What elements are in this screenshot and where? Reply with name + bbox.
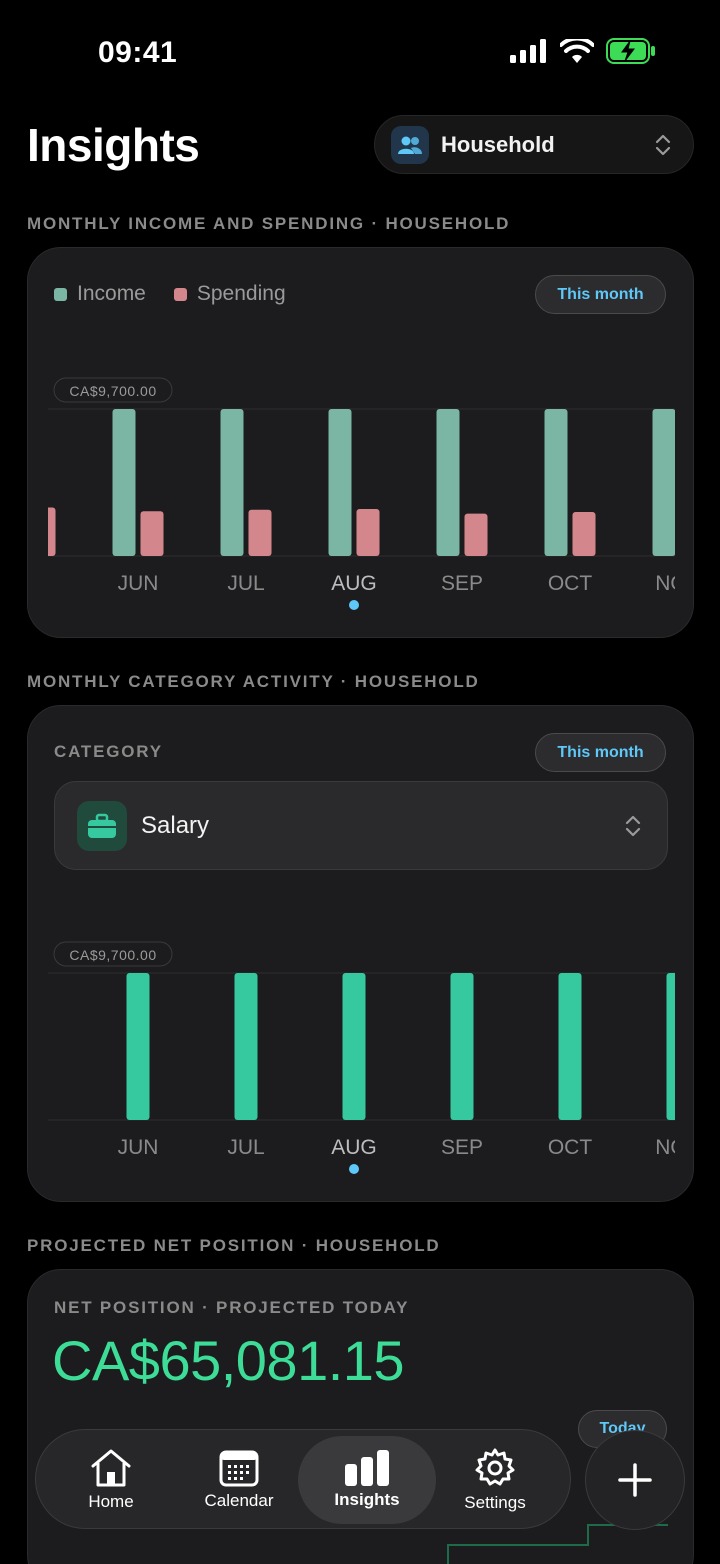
page-title: Insights [27,119,200,171]
x-tick-label-oct: OCT [548,1136,593,1159]
tab-bar: Home Calendar Insights Settings [35,1429,571,1529]
x-tick-label-jul: JUL [227,572,264,595]
legend-income: Income [54,282,146,306]
status-time: 09:41 [98,36,178,69]
bar-income-oct[interactable] [544,409,568,556]
bar-income-sep[interactable] [436,409,460,556]
scope-label: Household [441,131,555,157]
add-button[interactable] [585,1430,685,1530]
bar-spending-jun[interactable] [140,511,164,556]
tab-insights-label: Insights [334,1490,400,1509]
wifi-icon [560,39,594,63]
bar-salary-jul[interactable] [234,973,258,1120]
category-label: CATEGORY [54,742,163,761]
category-name: Salary [141,811,210,839]
bar-chart-icon [345,1450,389,1486]
chevron-updown-icon [625,815,641,837]
tab-settings[interactable]: Settings [442,1436,548,1524]
bar-spending-aug[interactable] [356,509,380,556]
bar-income-nov[interactable] [652,409,676,556]
bar-salary-aug[interactable] [342,973,366,1120]
net-position-line [347,1524,668,1564]
net-position-value: CA$65,081.15 [52,1329,405,1392]
category-section-label: MONTHLY CATEGORY ACTIVITY · HOUSEHOLD [27,672,480,691]
net-position-sublabel: NET POSITION · PROJECTED TODAY [54,1298,410,1317]
plus-icon [618,1463,652,1497]
bar-salary-jun[interactable] [126,973,150,1120]
bar-spending-oct[interactable] [572,512,596,556]
category-select[interactable]: Salary [54,781,668,870]
bar-spending-jul[interactable] [248,509,272,556]
status-icons [510,38,656,64]
max-value-tag-text: CA$9,700.00 [69,947,156,963]
x-tick-label-jun: JUN [118,1136,159,1159]
chart-edge-mask-right [675,404,693,611]
legend-income-label: Income [77,282,146,305]
signal-icon [510,39,546,63]
tab-settings-label: Settings [464,1493,526,1512]
x-tick-label-aug: AUG [331,572,377,595]
legend-income-swatch [54,287,67,301]
x-tick-label-jun: JUN [118,572,159,595]
income-spending-card: Income Spending This month CA$9,700.00MJ… [27,247,694,638]
house-icon [91,1449,131,1487]
x-tick-label-sep: SEP [441,572,483,595]
chart-legend: Income Spending [54,282,314,306]
chart-edge-mask-left [28,404,48,611]
max-value-tag-text: CA$9,700.00 [69,383,156,399]
category-activity-chart[interactable]: CA$9,700.00MJUNJULAUGSEPOCTNOV [28,706,694,1202]
bar-spending-sep[interactable] [464,513,488,556]
bar-income-jul[interactable] [220,409,244,556]
max-value-tag: CA$9,700.00 [53,377,173,403]
x-tick-label-sep: SEP [441,1136,483,1159]
income-section-label: MONTHLY INCOME AND SPENDING · HOUSEHOLD [27,214,511,233]
income-spending-chart[interactable]: CA$9,700.00MJUNJULAUGSEPOCTNOV [28,248,694,638]
bar-salary-sep[interactable] [450,973,474,1120]
scope-picker[interactable]: Household [374,115,694,174]
bar-salary-oct[interactable] [558,973,582,1120]
chart-edge-mask-left [28,968,48,1175]
calendar-icon [219,1450,259,1487]
legend-spending-swatch [173,287,187,301]
category-activity-card: CATEGORY This month Salary CA$9,700.00MJ… [27,705,694,1202]
status-bar: 09:41 [0,0,720,100]
x-tick-label-aug: AUG [331,1136,377,1159]
x-tick-label-oct: OCT [548,572,593,595]
this-month-button[interactable]: This month [535,733,666,772]
battery-charging-icon [606,38,655,64]
tab-calendar-label: Calendar [204,1491,274,1510]
net-section-label: PROJECTED NET POSITION · HOUSEHOLD [27,1236,441,1255]
tab-calendar[interactable]: Calendar [186,1436,292,1524]
this-month-button[interactable]: This month [535,275,666,314]
chevron-updown-icon [655,134,671,156]
legend-spending: Spending [173,282,286,306]
chart-edge-mask-right [675,968,693,1175]
selected-month-dot [349,600,359,610]
tab-home[interactable]: Home [58,1436,164,1524]
briefcase-icon [77,800,127,851]
bar-income-aug[interactable] [328,409,352,556]
tab-insights[interactable]: Insights [298,1436,436,1524]
bar-income-jun[interactable] [112,409,136,556]
legend-spending-label: Spending [196,282,286,305]
gear-icon [475,1448,515,1486]
people-icon [391,125,429,164]
max-value-tag: CA$9,700.00 [53,941,173,967]
selected-month-dot [349,1164,359,1174]
x-tick-label-jul: JUL [227,1136,264,1159]
tab-home-label: Home [88,1492,134,1511]
